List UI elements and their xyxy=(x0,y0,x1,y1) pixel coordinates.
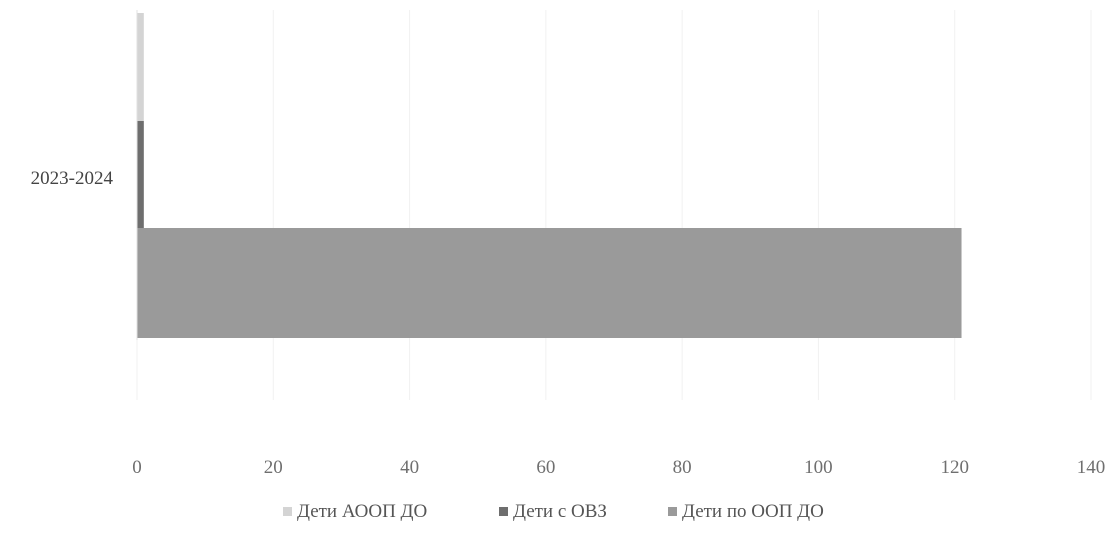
x-tick-label-2: 40 xyxy=(400,457,419,478)
legend-swatch-3 xyxy=(668,507,677,516)
legend-swatch-2 xyxy=(499,507,508,516)
legend-label-2: Дети с ОВЗ xyxy=(513,501,607,522)
legend-swatch-1 xyxy=(283,507,292,516)
x-tick-label-6: 120 xyxy=(940,457,969,478)
x-tick-label-4: 80 xyxy=(673,457,692,478)
x-axis-ticks: 0 20 40 60 80 100 120 140 xyxy=(132,457,1105,478)
bars xyxy=(136,10,962,340)
bar-3-2023-2024 xyxy=(137,228,962,338)
x-tick-label-5: 100 xyxy=(804,457,833,478)
gridlines xyxy=(136,10,1092,400)
legend-label-1: Дети АООП ДО xyxy=(297,501,427,522)
category-label-2023-2024: 2023-2024 xyxy=(31,168,114,189)
x-tick-label-3: 60 xyxy=(536,457,555,478)
legend: Дети АООП ДО Дети с ОВЗ Дети по ООП ДО xyxy=(283,501,824,522)
bar-2-2023-2024 xyxy=(137,121,144,228)
x-tick-label-0: 0 xyxy=(132,457,142,478)
x-tick-label-7: 140 xyxy=(1077,457,1106,478)
bar-1-2023-2024 xyxy=(137,13,144,121)
x-tick-label-1: 20 xyxy=(264,457,283,478)
legend-label-3: Дети по ООП ДО xyxy=(682,501,824,522)
